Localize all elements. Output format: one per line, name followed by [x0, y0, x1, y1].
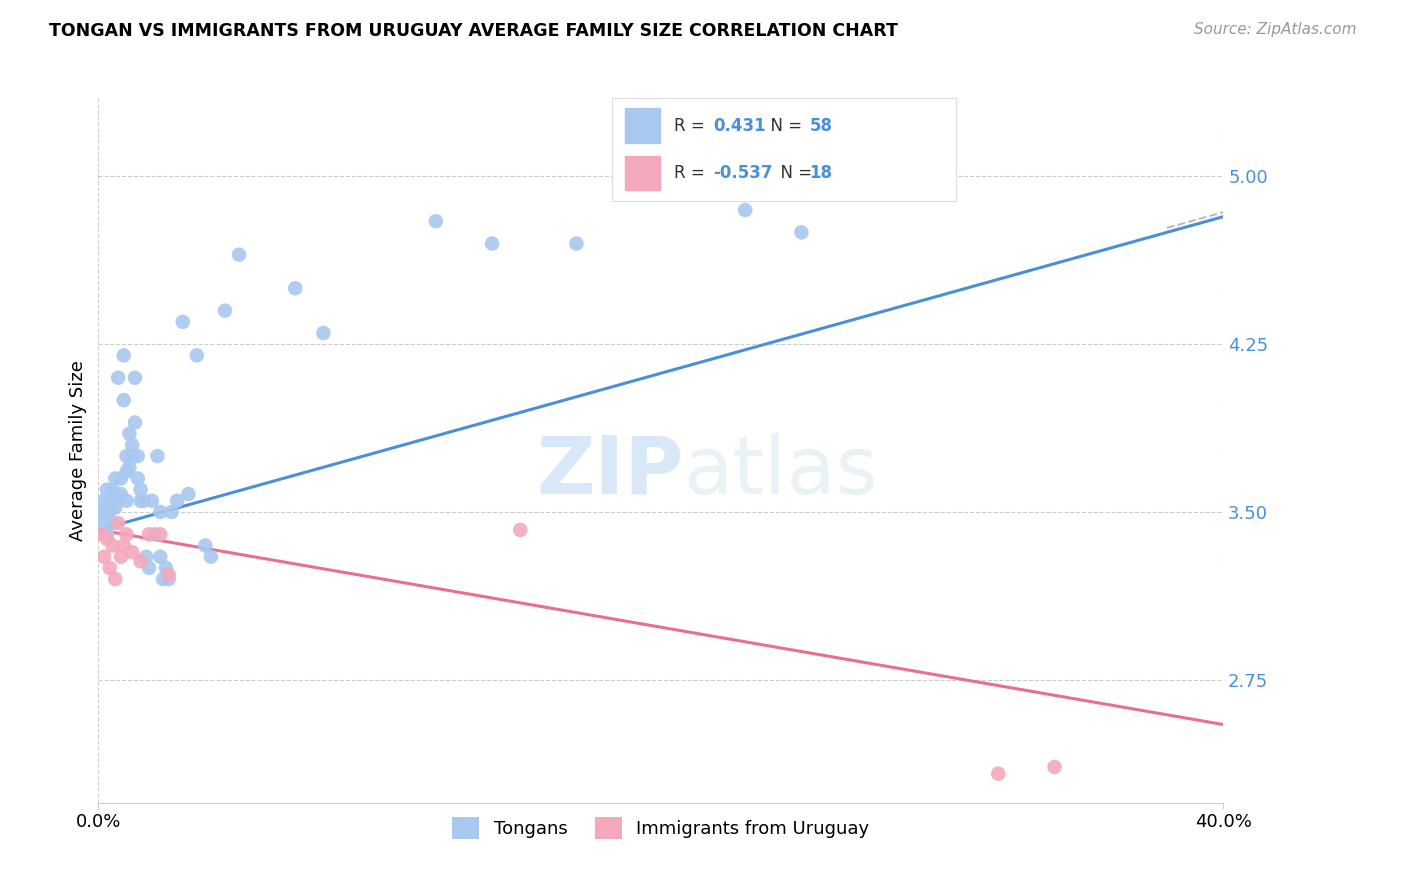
Text: ZIP: ZIP — [536, 433, 683, 510]
Point — [565, 236, 588, 251]
Point — [112, 348, 135, 362]
Point — [481, 236, 503, 251]
Point — [104, 572, 127, 586]
Point — [124, 370, 146, 384]
Point — [141, 493, 163, 508]
Point — [177, 487, 200, 501]
Point — [312, 326, 335, 340]
Point — [107, 493, 129, 508]
Point — [127, 449, 149, 463]
Point — [186, 348, 208, 362]
Point — [112, 393, 135, 408]
Point — [115, 465, 138, 479]
Text: 18: 18 — [810, 164, 832, 182]
Point — [790, 225, 813, 239]
Point — [132, 493, 155, 508]
Point — [115, 449, 138, 463]
Point — [112, 539, 135, 553]
Point — [166, 493, 188, 508]
Point — [200, 549, 222, 564]
Point — [107, 370, 129, 384]
Point — [121, 449, 143, 463]
Point — [157, 567, 180, 582]
Bar — [626, 108, 659, 144]
Text: atlas: atlas — [683, 433, 877, 510]
Point — [110, 471, 132, 485]
Point — [107, 516, 129, 531]
Point — [93, 493, 115, 508]
Point — [110, 487, 132, 501]
Y-axis label: Average Family Size: Average Family Size — [69, 360, 87, 541]
Point — [101, 539, 124, 553]
Text: R =: R = — [673, 117, 710, 135]
Point — [129, 483, 152, 497]
Point — [98, 493, 121, 508]
Text: Source: ZipAtlas.com: Source: ZipAtlas.com — [1194, 22, 1357, 37]
Point — [284, 281, 307, 295]
Point — [98, 561, 121, 575]
Point — [121, 545, 143, 559]
Point — [101, 483, 124, 497]
Point — [90, 527, 112, 541]
Point — [115, 527, 138, 541]
Point — [129, 554, 152, 568]
Point — [115, 493, 138, 508]
Point — [734, 202, 756, 217]
Bar — [626, 155, 659, 190]
Point — [127, 471, 149, 485]
Point — [157, 572, 180, 586]
Point — [129, 493, 152, 508]
Point — [96, 505, 118, 519]
Text: N =: N = — [759, 117, 807, 135]
Text: 58: 58 — [810, 117, 832, 135]
Point — [149, 505, 172, 519]
Point — [425, 214, 447, 228]
Point — [172, 315, 194, 329]
Point — [152, 572, 174, 586]
Point — [96, 483, 118, 497]
Point — [1043, 760, 1066, 774]
Text: R =: R = — [673, 164, 710, 182]
Point — [143, 527, 166, 541]
Point — [228, 248, 250, 262]
Point — [138, 527, 160, 541]
Point — [93, 516, 115, 531]
Text: 0.431: 0.431 — [713, 117, 766, 135]
Point — [124, 416, 146, 430]
Text: -0.537: -0.537 — [713, 164, 773, 182]
Point — [146, 449, 169, 463]
Point — [987, 766, 1010, 780]
Point — [96, 527, 118, 541]
Point — [155, 561, 177, 575]
Point — [96, 532, 118, 546]
Point — [160, 505, 183, 519]
Text: TONGAN VS IMMIGRANTS FROM URUGUAY AVERAGE FAMILY SIZE CORRELATION CHART: TONGAN VS IMMIGRANTS FROM URUGUAY AVERAG… — [49, 22, 898, 40]
Point — [104, 500, 127, 515]
Point — [104, 471, 127, 485]
Point — [118, 460, 141, 475]
Point — [149, 527, 172, 541]
Point — [98, 505, 121, 519]
Text: N =: N = — [770, 164, 817, 182]
Point — [101, 516, 124, 531]
Point — [118, 426, 141, 441]
Point — [149, 549, 172, 564]
Legend: Tongans, Immigrants from Uruguay: Tongans, Immigrants from Uruguay — [446, 810, 876, 847]
Point — [138, 561, 160, 575]
Point — [93, 549, 115, 564]
Point — [214, 303, 236, 318]
Point — [90, 505, 112, 519]
Point — [110, 549, 132, 564]
Point — [509, 523, 531, 537]
Point — [135, 549, 157, 564]
Point — [194, 539, 217, 553]
Point — [121, 438, 143, 452]
